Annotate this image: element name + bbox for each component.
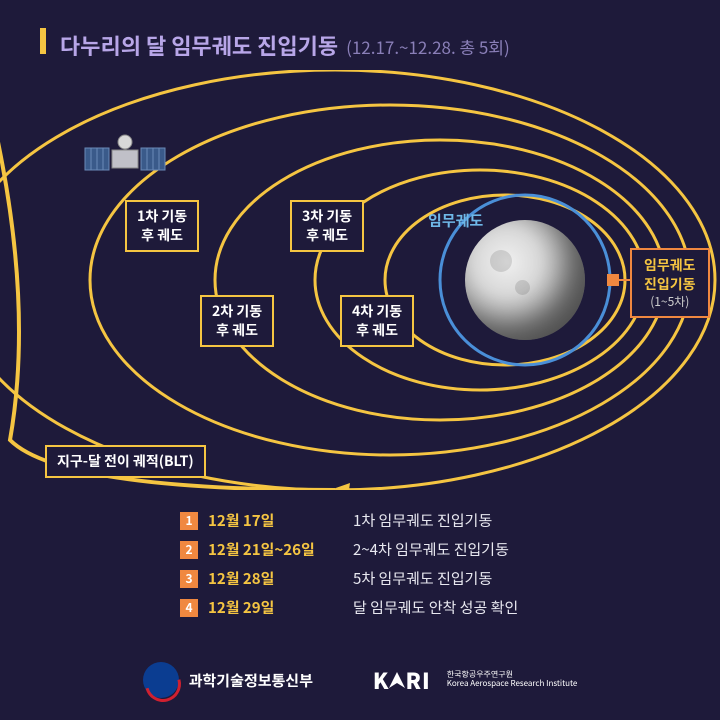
msit-logo-icon bbox=[143, 662, 179, 698]
schedule-num: 4 bbox=[180, 599, 198, 617]
label-loi-sub: (1~5차) bbox=[644, 294, 696, 310]
kari-sub-2: Korea Aerospace Research Institute bbox=[447, 680, 578, 689]
footer: 과학기술정보통신부 KRI 한국항공우주연구원 Korea Aerospace … bbox=[0, 662, 720, 698]
label-loi-title: 임무궤도진입기동 bbox=[644, 255, 696, 294]
label-mission-orbit: 임무궤도 bbox=[418, 206, 493, 236]
schedule-desc: 1차 임무궤도 진입기동 bbox=[353, 510, 492, 531]
header-accent-bar bbox=[40, 28, 46, 54]
page-title: 다누리의 달 임무궤도 진입기동 bbox=[60, 29, 338, 61]
schedule-num: 1 bbox=[180, 512, 198, 530]
schedule-desc: 달 임무궤도 안착 성공 확인 bbox=[353, 597, 518, 618]
schedule-desc: 2~4차 임무궤도 진입기동 bbox=[353, 539, 509, 560]
schedule-row: 1 12월 17일 1차 임무궤도 진입기동 bbox=[180, 510, 518, 531]
label-loi: 임무궤도진입기동 (1~5차) bbox=[630, 248, 710, 318]
satellite-icon bbox=[80, 130, 170, 190]
schedule-list: 1 12월 17일 1차 임무궤도 진입기동 2 12월 21일~26일 2~4… bbox=[180, 510, 518, 626]
msit-logo-text: 과학기술정보통신부 bbox=[189, 670, 313, 691]
schedule-desc: 5차 임무궤도 진입기동 bbox=[353, 568, 492, 589]
label-orbit-3: 3차 기동후 궤도 bbox=[290, 200, 364, 252]
label-blt-text: 지구-달 전이 궤적(BLT) bbox=[57, 451, 194, 471]
schedule-date: 12월 28일 bbox=[208, 568, 353, 589]
schedule-date: 12월 29일 bbox=[208, 597, 353, 618]
label-orbit-1-text: 1차 기동후 궤도 bbox=[137, 206, 187, 245]
schedule-date: 12월 17일 bbox=[208, 510, 353, 531]
msit-logo-group: 과학기술정보통신부 bbox=[143, 662, 313, 698]
label-orbit-4-text: 4차 기동후 궤도 bbox=[352, 301, 402, 340]
schedule-num: 3 bbox=[180, 570, 198, 588]
label-mission-orbit-text: 임무궤도 bbox=[428, 210, 483, 231]
header: 다누리의 달 임무궤도 진입기동 (12.17.~12.28. 총 5회) bbox=[40, 28, 510, 61]
label-orbit-3-text: 3차 기동후 궤도 bbox=[302, 206, 352, 245]
label-blt: 지구-달 전이 궤적(BLT) bbox=[45, 445, 206, 478]
kari-logo-text: KRI bbox=[373, 664, 431, 696]
schedule-row: 2 12월 21일~26일 2~4차 임무궤도 진입기동 bbox=[180, 539, 518, 560]
schedule-row: 4 12월 29일 달 임무궤도 안착 성공 확인 bbox=[180, 597, 518, 618]
kari-logo-group: KRI 한국항공우주연구원 Korea Aerospace Research I… bbox=[373, 664, 577, 696]
orbit-diagram: 1차 기동후 궤도 2차 기동후 궤도 3차 기동후 궤도 4차 기동후 궤도 … bbox=[0, 70, 720, 490]
schedule-date: 12월 21일~26일 bbox=[208, 539, 353, 560]
schedule-num: 2 bbox=[180, 541, 198, 559]
label-orbit-2: 2차 기동후 궤도 bbox=[200, 295, 274, 347]
label-orbit-2-text: 2차 기동후 궤도 bbox=[212, 301, 262, 340]
page-subtitle: (12.17.~12.28. 총 5회) bbox=[346, 34, 510, 59]
moon-icon bbox=[465, 220, 585, 340]
schedule-row: 3 12월 28일 5차 임무궤도 진입기동 bbox=[180, 568, 518, 589]
label-orbit-1: 1차 기동후 궤도 bbox=[125, 200, 199, 252]
label-orbit-4: 4차 기동후 궤도 bbox=[340, 295, 414, 347]
kari-logo-subtext: 한국항공우주연구원 Korea Aerospace Research Insti… bbox=[447, 671, 578, 689]
